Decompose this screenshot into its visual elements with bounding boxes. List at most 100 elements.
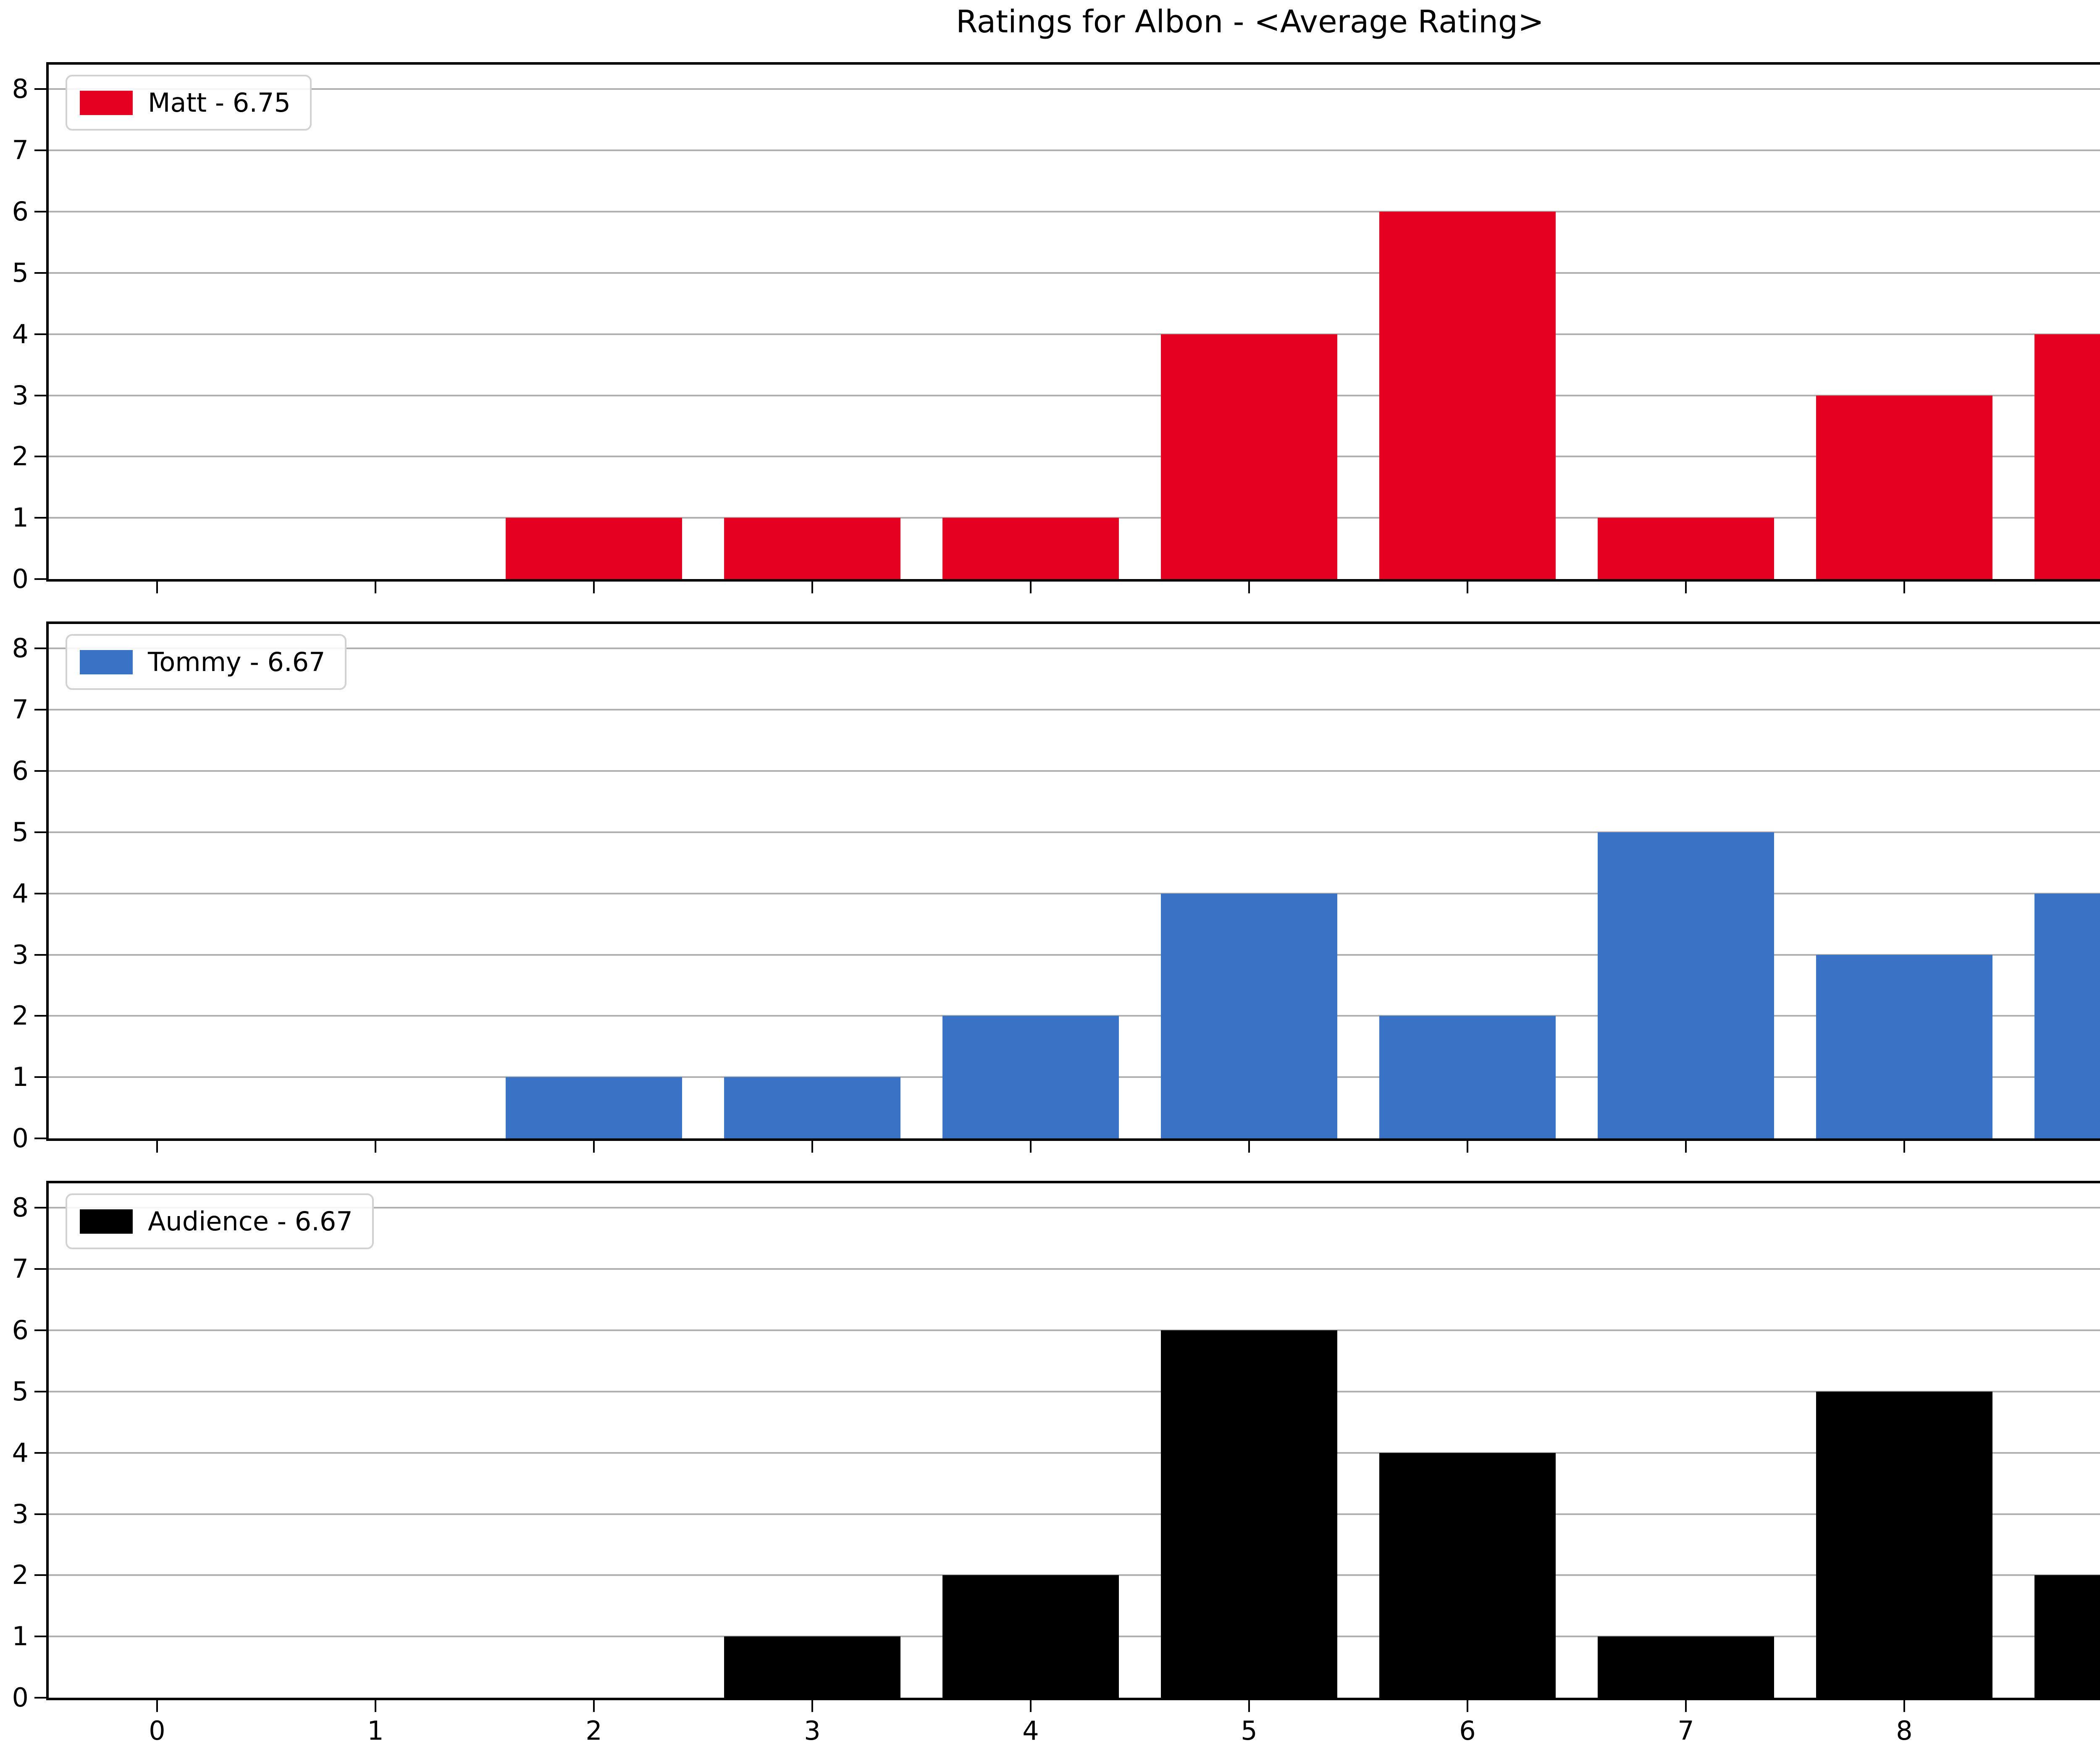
y-tick-label: 2 (12, 1000, 29, 1031)
bar-tommy-8 (1816, 954, 1992, 1138)
bar-audience-3 (724, 1636, 900, 1698)
bar-tommy-4 (942, 1016, 1119, 1138)
y-tick (34, 1268, 46, 1270)
x-tick-label: 7 (1677, 1715, 1694, 1746)
legend-label-matt: Matt - 6.75 (148, 87, 291, 118)
x-tick (1685, 579, 1687, 593)
gridline (49, 1207, 2100, 1209)
y-tick (34, 1390, 46, 1392)
y-tick (34, 1452, 46, 1454)
x-tick (1030, 1698, 1032, 1712)
x-tick (375, 579, 376, 593)
gridline (49, 770, 2100, 772)
bar-audience-6 (1379, 1452, 1556, 1698)
x-tick (1685, 1138, 1687, 1153)
x-tick (593, 1138, 595, 1153)
gridline (49, 88, 2100, 90)
bar-tommy-5 (1161, 893, 1337, 1138)
gridline (49, 1452, 2100, 1454)
x-tick (156, 579, 158, 593)
gridline (49, 709, 2100, 711)
legend-tommy: Tommy - 6.67 (66, 634, 346, 690)
bar-tommy-2 (506, 1077, 682, 1138)
bar-matt-3 (724, 518, 900, 579)
gridline (49, 831, 2100, 833)
x-tick-label: 6 (1459, 1715, 1476, 1746)
legend-swatch-audience (80, 1209, 133, 1234)
gridline (49, 394, 2100, 396)
gridline (49, 648, 2100, 650)
y-tick-label: 4 (12, 318, 29, 349)
y-tick (34, 149, 46, 152)
bar-tommy-9 (2034, 893, 2100, 1138)
x-tick (1030, 579, 1032, 593)
y-tick (34, 333, 46, 335)
plot-area-matt: Matt - 6.75 (46, 62, 2100, 582)
y-tick-label: 4 (12, 1437, 29, 1468)
x-tick-label: 0 (149, 1715, 165, 1746)
y-tick (34, 1329, 46, 1331)
gridline (49, 954, 2100, 956)
y-tick (34, 892, 46, 894)
x-tick (1248, 1698, 1250, 1712)
plot-area-audience: Audience - 6.67 (46, 1181, 2100, 1700)
bar-audience-8 (1816, 1391, 1992, 1698)
y-tick (34, 88, 46, 90)
y-tick-label: 6 (12, 755, 29, 786)
y-tick (34, 1138, 46, 1139)
bar-tommy-6 (1379, 1016, 1556, 1138)
y-tick-label: 0 (12, 1682, 29, 1713)
y-tick-label: 0 (12, 1123, 29, 1154)
y-tick (34, 456, 46, 458)
gridline (49, 1513, 2100, 1515)
subplot-audience: Audience - 6.67 012345678012345678910 (0, 1181, 2100, 1745)
y-tick-label: 2 (12, 441, 29, 472)
subplot-tommy: Tommy - 6.67 0 1 2 3 4 5 6 7 8 (0, 621, 2100, 1154)
legend-swatch-matt (80, 90, 133, 115)
bar-matt-2 (506, 518, 682, 579)
bar-matt-5 (1161, 334, 1337, 579)
bar-matt-4 (942, 518, 1119, 579)
y-tick-label: 8 (12, 633, 29, 664)
y-tick-label: 6 (12, 196, 29, 227)
x-tick-label: 1 (367, 1715, 384, 1746)
legend-label-tommy: Tommy - 6.67 (148, 647, 326, 677)
legend-swatch-tommy (80, 650, 133, 674)
gridline (49, 211, 2100, 212)
x-tick-label: 8 (1896, 1715, 1913, 1746)
x-tick-label: 9 (2081, 1717, 2100, 1745)
bar-matt-7 (1598, 518, 1774, 579)
x-tick (1467, 1138, 1468, 1153)
y-tick-label: 1 (12, 1621, 29, 1652)
gridline (49, 149, 2100, 152)
x-tick (156, 1138, 158, 1153)
gridline (49, 333, 2100, 335)
y-tick (34, 1207, 46, 1209)
y-tick-label: 6 (12, 1315, 29, 1345)
legend-audience: Audience - 6.67 (66, 1193, 374, 1249)
gridline (49, 272, 2100, 274)
y-tick (34, 1697, 46, 1699)
y-tick-label: 7 (12, 1253, 29, 1285)
y-tick-label: 5 (12, 257, 29, 288)
x-tick (593, 1698, 595, 1712)
subplot-matt: Matt - 6.75 0 1 2 3 4 5 6 7 8 (0, 62, 2100, 594)
y-tick-label: 8 (12, 73, 29, 105)
legend-label-audience: Audience - 6.67 (148, 1206, 353, 1237)
legend-matt: Matt - 6.75 (66, 75, 312, 131)
bar-audience-9 (2034, 1575, 2100, 1698)
y-tick-label: 5 (12, 816, 29, 847)
y-tick (34, 954, 46, 956)
gridline (49, 1329, 2100, 1331)
y-tick (34, 272, 46, 274)
y-tick (34, 211, 46, 212)
bar-matt-6 (1379, 212, 1556, 579)
y-tick (34, 648, 46, 650)
y-tick-label: 1 (12, 502, 29, 533)
bar-matt-8 (1816, 395, 1992, 579)
gridline (49, 1268, 2100, 1270)
y-tick (34, 770, 46, 772)
y-tick-label: 4 (12, 878, 29, 909)
y-tick (34, 517, 46, 519)
x-tick (1030, 1138, 1032, 1153)
